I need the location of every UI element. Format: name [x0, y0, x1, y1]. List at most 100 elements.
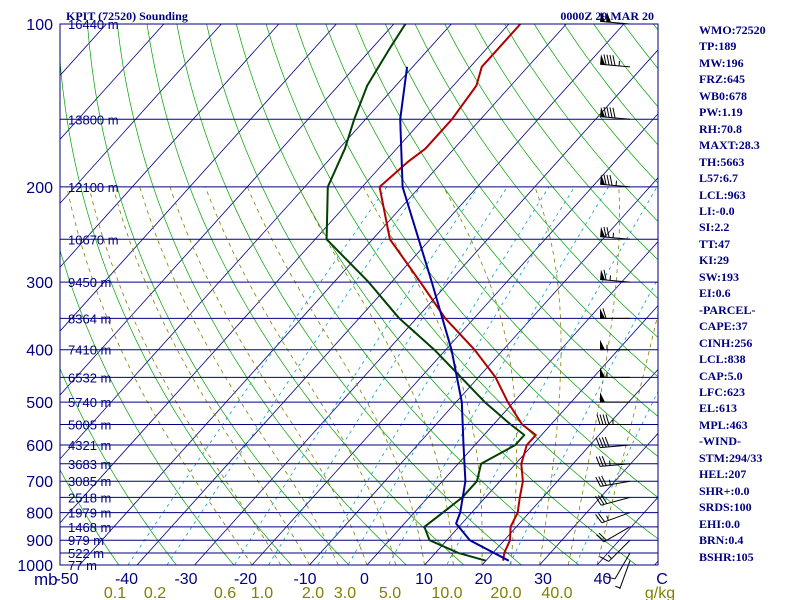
wind-barb-staff	[600, 444, 631, 449]
wind-barb	[595, 512, 631, 524]
index-line: HEL:207	[699, 467, 747, 482]
height-label: 3683 m	[68, 457, 111, 472]
index-line: EI:0.6	[699, 286, 731, 301]
dry-adiabat-line	[87, 24, 350, 565]
plot-background	[60, 24, 658, 565]
pressure-tick-label: 900	[26, 533, 53, 550]
index-line: SI:2.2	[699, 220, 730, 235]
wind-barb-flag	[598, 476, 604, 487]
height-label: 1468 m	[68, 520, 111, 535]
wind-barb-flag	[602, 308, 607, 319]
wind-barb-flag	[602, 414, 607, 425]
isotherm-line	[60, 24, 222, 204]
series-temperature-line	[378, 24, 537, 561]
wind-barb	[600, 339, 630, 351]
isotherm-line	[60, 24, 452, 460]
mixing-ratio-tick-label: g/kg	[645, 585, 675, 600]
wind-barb-flag	[612, 55, 616, 66]
wind-barb-flag	[595, 496, 602, 506]
dry-adiabat-line	[60, 469, 120, 565]
mixing-ratio-tick-label: 0.2	[144, 585, 166, 600]
wind-barb-flag	[612, 107, 616, 119]
wind-barb-flag	[604, 576, 616, 580]
wind-barb-flag	[609, 107, 613, 118]
wind-barb-flag	[599, 556, 610, 562]
dry-adiabat-line	[60, 248, 235, 565]
temperature-tick-label: -30	[174, 571, 197, 588]
temperature-tick-label: -40	[115, 571, 138, 588]
isotherm-line	[251, 113, 658, 565]
wind-barb-staff	[600, 496, 631, 506]
dry-adiabat-line	[176, 24, 522, 565]
wind-barb-flag	[606, 174, 610, 186]
height-label: 77 m	[68, 558, 97, 573]
mixing-ratio-tick-label: 40.0	[541, 585, 572, 600]
wind-barb-flag	[595, 476, 601, 487]
mixing-ratio-line	[317, 186, 550, 565]
index-line: -PARCEL-	[699, 302, 756, 317]
index-line: SW:193	[699, 269, 740, 284]
index-line: -WIND-	[699, 434, 741, 449]
wind-barb-pennant	[600, 54, 606, 65]
pressure-unit-label: mb	[34, 570, 58, 589]
index-line: WB0:678	[699, 88, 747, 103]
pressure-tick-label: 400	[26, 343, 53, 360]
temperature-tick-label: 0	[360, 571, 369, 588]
dry-adiabat-line	[206, 24, 580, 565]
height-label: 9450 m	[68, 275, 111, 290]
dry-adiabat-line	[444, 24, 658, 299]
dry-adiabat-line	[325, 24, 658, 458]
wind-barb-flag	[606, 227, 610, 238]
wind-barb	[600, 367, 630, 378]
wind-barb-flag	[605, 414, 610, 425]
wind-barb-pennant	[600, 174, 606, 185]
wind-barb-pennant	[600, 269, 606, 280]
height-label: 2518 m	[68, 490, 111, 505]
height-label: 7410 m	[68, 343, 111, 358]
plot-frame	[59, 23, 659, 566]
wind-barb-flag	[601, 455, 607, 467]
wind-barb-flag	[601, 475, 607, 486]
isotherm-line	[60, 24, 280, 268]
height-label: 979 m	[68, 533, 104, 548]
isotherm-line	[194, 49, 658, 565]
isotherm-line	[136, 24, 625, 565]
wind-barb	[600, 54, 631, 68]
wind-barb-flag	[609, 174, 613, 186]
wind-barb-half-flag	[615, 585, 621, 589]
wind-barb-flag	[603, 174, 607, 185]
wind-barb-pennant	[606, 11, 612, 23]
wind-barb-flag	[595, 456, 601, 467]
mixing-ratio-line	[347, 186, 575, 565]
wind-barb-staff	[614, 552, 631, 580]
index-line: STM:294/33	[699, 450, 763, 465]
mixing-ratio-tick-label: 5.0	[379, 585, 401, 600]
temperature-tick-label: 40	[594, 571, 612, 588]
wind-barb	[596, 526, 631, 543]
wind-barb-flag	[603, 54, 607, 65]
series-dewpoint-line	[325, 24, 526, 562]
wind-barb-staff	[601, 512, 631, 524]
height-label: 16440 m	[68, 17, 119, 32]
wind-barb-pennant	[600, 308, 605, 319]
height-label: 6532 m	[68, 370, 111, 385]
temperature-tick-label: 20	[475, 571, 493, 588]
index-line: PW:1.19	[699, 105, 743, 120]
indices-panel: WMO:72520 TP:189 MW:196 FRZ:645 WB0:678 PW:1.…	[699, 22, 799, 565]
index-line: EL:613	[699, 401, 738, 416]
wind-barb	[600, 308, 630, 319]
index-line: FRZ:645	[699, 72, 745, 87]
mixing-ratio-tick-label: 10.0	[431, 585, 462, 600]
moist-adiabat-line	[66, 186, 253, 565]
mixing-ratio-tick-label: 1.0	[251, 585, 273, 600]
height-label: 1979 m	[68, 506, 111, 521]
pressure-tick-label: 100	[26, 17, 53, 34]
height-label: 5740 m	[68, 395, 111, 410]
wind-barb	[595, 475, 631, 487]
moist-adiabat-line	[169, 186, 368, 565]
wind-barb-flag	[604, 436, 610, 447]
wind-barb	[599, 539, 631, 562]
height-label: 8364 m	[68, 311, 111, 326]
mixing-ratio-line	[575, 390, 658, 565]
